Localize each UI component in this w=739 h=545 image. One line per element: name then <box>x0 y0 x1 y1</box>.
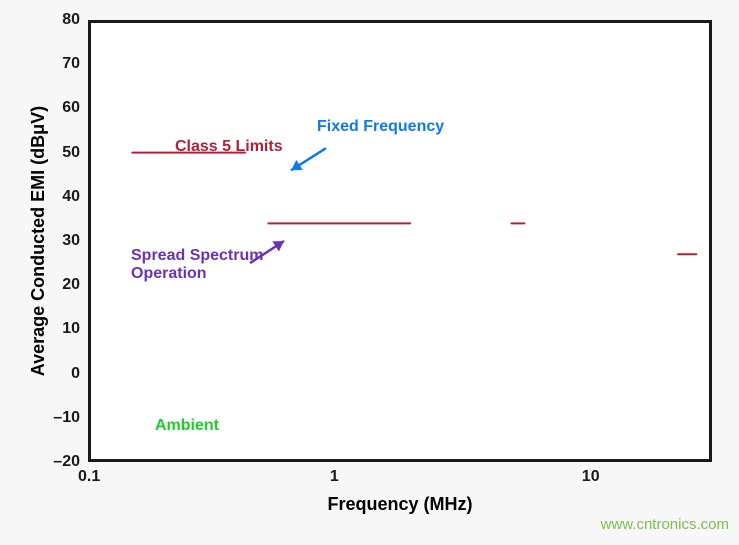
annotation-ambient: Ambient <box>155 417 219 435</box>
y-tick-label: 20 <box>62 276 80 294</box>
y-tick-label: 10 <box>62 320 80 338</box>
y-tick-label: 80 <box>62 11 80 29</box>
watermark-text: www.cntronics.com <box>601 516 729 533</box>
x-tick-label: 1 <box>330 468 339 486</box>
annotation-spread-spectrum: Spread Spectrum Operation <box>131 247 263 283</box>
y-tick-label: 50 <box>62 144 80 162</box>
annotation-fixed-frequency: Fixed Frequency <box>317 118 444 136</box>
y-tick-label: 40 <box>62 188 80 206</box>
y-tick-label: 0 <box>71 365 80 383</box>
y-tick-label: 30 <box>62 232 80 250</box>
chart-root: Average Conducted EMI (dBμV) Frequency (… <box>0 0 739 545</box>
x-tick-label: 0.1 <box>78 468 100 486</box>
annotation-class5-limits: Class 5 Limits <box>175 138 283 156</box>
x-axis-label: Frequency (MHz) <box>88 494 712 515</box>
y-tick-label: –20 <box>53 453 80 471</box>
x-tick-label: 10 <box>582 468 600 486</box>
y-tick-label: 70 <box>62 55 80 73</box>
plot-border <box>88 20 712 462</box>
y-axis-label: Average Conducted EMI (dBμV) <box>28 91 49 391</box>
y-tick-label: –10 <box>53 409 80 427</box>
y-tick-label: 60 <box>62 99 80 117</box>
